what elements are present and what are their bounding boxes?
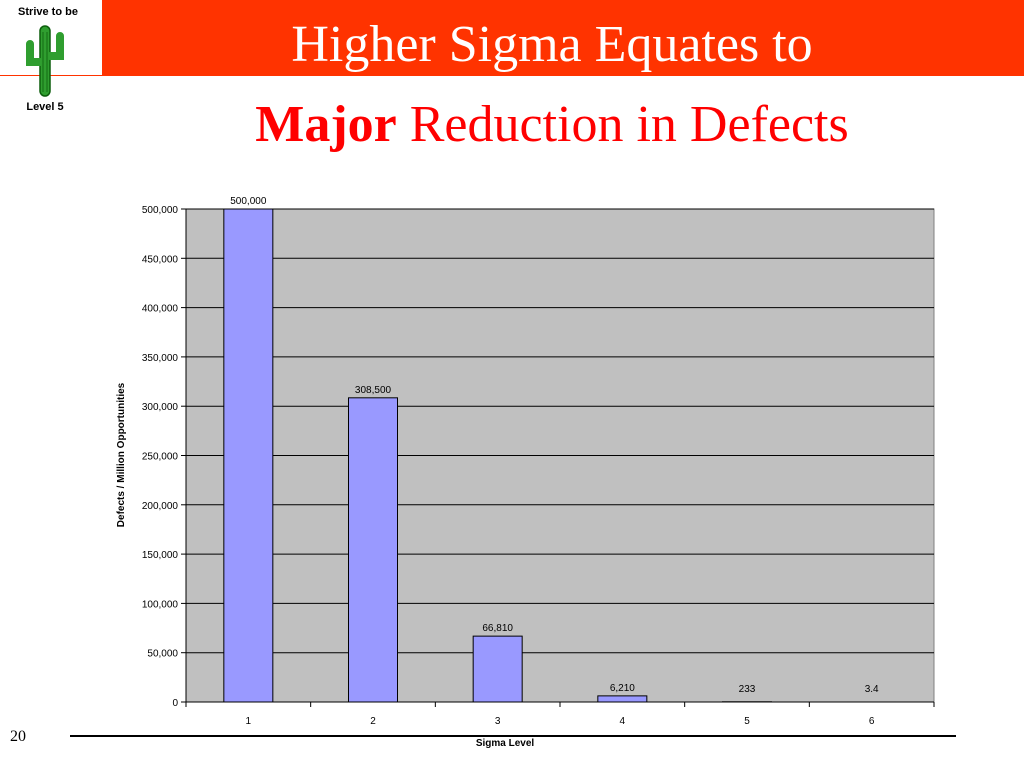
bar-sigma-1 (223, 208, 274, 703)
x-tick-label: 2 (370, 716, 376, 727)
data-label: 6,210 (610, 683, 635, 694)
y-tick-label: 50,000 (147, 649, 178, 660)
data-label: 233 (739, 684, 756, 695)
x-tick-label: 6 (869, 716, 875, 727)
x-tick-label: 3 (495, 716, 501, 727)
x-axis-title: Sigma Level (476, 738, 535, 749)
data-label: 308,500 (355, 385, 392, 396)
data-label: 66,810 (482, 623, 513, 634)
cactus-icon (26, 25, 64, 97)
page-number: 20 (10, 728, 26, 745)
y-axis-title: Defects / Million Opportunities (116, 382, 127, 527)
logo-top-text: Strive to be (18, 6, 78, 18)
y-tick-label: 400,000 (142, 304, 179, 315)
slide-title-emphasis: Major (255, 96, 397, 153)
y-tick-label: 200,000 (142, 501, 179, 512)
y-tick-label: 100,000 (142, 599, 179, 610)
slide-title-rest: Reduction in Defects (396, 96, 849, 153)
y-tick-label: 250,000 (142, 452, 179, 463)
y-tick-label: 500,000 (142, 205, 179, 216)
y-tick-label: 350,000 (142, 353, 179, 364)
logo-bottom-text: Level 5 (26, 101, 64, 113)
footer-rule (70, 735, 956, 737)
bar-sigma-4 (597, 695, 648, 703)
x-tick-label: 1 (246, 716, 252, 727)
bar-sigma-2 (348, 397, 398, 703)
x-tick-label: 4 (620, 716, 626, 727)
y-tick-label: 300,000 (142, 402, 179, 413)
bar-sigma-3 (472, 635, 523, 703)
y-tick-label: 0 (172, 698, 178, 709)
data-label: 500,000 (230, 196, 267, 207)
y-tick-label: 150,000 (142, 550, 179, 561)
slide-title-line1: Higher Sigma Equates to (291, 16, 813, 73)
title-bar (102, 0, 1024, 76)
x-tick-label: 5 (744, 716, 750, 727)
y-tick-label: 450,000 (142, 254, 179, 265)
data-label: 3.4 (865, 684, 879, 695)
logo-divider (0, 75, 102, 76)
slide-title-line2: Major Reduction in Defects (102, 94, 1002, 156)
